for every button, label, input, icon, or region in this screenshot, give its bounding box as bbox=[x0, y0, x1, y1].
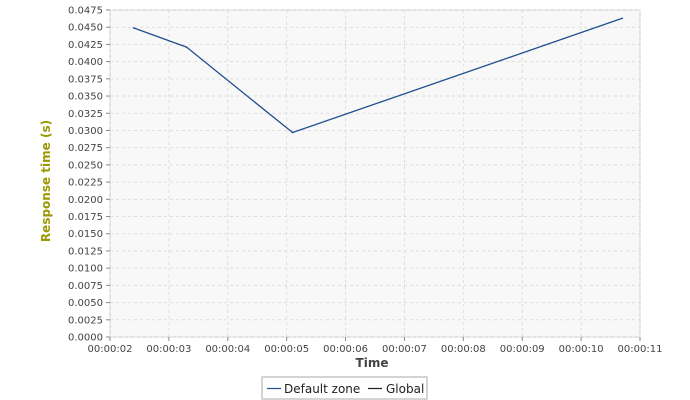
y-tick-label: 0.0250 bbox=[68, 160, 103, 171]
y-tick-label: 0.0100 bbox=[68, 264, 103, 275]
legend-label-default-zone: Default zone bbox=[284, 382, 360, 396]
y-tick-label: 0.0300 bbox=[68, 126, 103, 137]
y-tick-label: 0.0075 bbox=[68, 281, 103, 292]
y-tick-label: 0.0475 bbox=[68, 6, 103, 17]
data-point bbox=[291, 131, 294, 134]
y-tick-label: 0.0200 bbox=[68, 195, 103, 206]
data-point bbox=[185, 46, 188, 48]
y-tick-label: 0.0000 bbox=[68, 333, 103, 344]
x-tick-label: 00:00:10 bbox=[559, 344, 604, 355]
x-tick-label: 00:00:09 bbox=[500, 344, 545, 355]
data-point bbox=[621, 17, 624, 20]
x-tick-label: 00:00:04 bbox=[205, 344, 250, 355]
legend: Default zone Global bbox=[261, 376, 428, 400]
grid-lines bbox=[109, 9, 641, 338]
x-tick-label: 00:00:08 bbox=[441, 344, 486, 355]
legend-box bbox=[261, 376, 428, 400]
x-tick-label: 00:00:06 bbox=[323, 344, 368, 355]
y-tick-label: 0.0400 bbox=[68, 57, 103, 68]
y-tick-label: 0.0050 bbox=[68, 298, 103, 309]
x-tick-label: 00:00:03 bbox=[146, 344, 191, 355]
y-axis-ticks: 0.0000 0.0025 0.0050 0.0075 0.0100 0.0125 0.01… bbox=[68, 6, 110, 344]
plot-area bbox=[109, 9, 641, 338]
y-tick-label: 0.0375 bbox=[68, 74, 103, 85]
x-axis-title: Time bbox=[356, 356, 389, 370]
data-point bbox=[132, 27, 135, 29]
y-tick-label: 0.0275 bbox=[68, 143, 103, 154]
y-tick-label: 0.0450 bbox=[68, 23, 103, 34]
series-line-default-zone bbox=[133, 17, 623, 134]
y-tick-label: 0.0350 bbox=[68, 92, 103, 103]
y-axis-title: Response time (s) bbox=[39, 120, 53, 242]
x-tick-label: 00:00:05 bbox=[264, 344, 309, 355]
y-tick-label: 0.0150 bbox=[68, 229, 103, 240]
y-tick-label: 0.0175 bbox=[68, 212, 103, 223]
x-tick-label: 00:00:11 bbox=[618, 344, 663, 355]
y-tick-label: 0.0225 bbox=[68, 178, 103, 189]
x-tick-label: 00:00:07 bbox=[382, 344, 427, 355]
x-axis-ticks: 00:00:02 00:00:03 00:00:04 00:00:05 00:00:06… bbox=[88, 337, 663, 355]
legend-label-global: Global bbox=[386, 382, 424, 396]
y-tick-label: 0.0425 bbox=[68, 40, 103, 51]
y-tick-label: 0.0125 bbox=[68, 246, 103, 257]
y-tick-label: 0.0025 bbox=[68, 315, 103, 326]
y-tick-label: 0.0325 bbox=[68, 109, 103, 120]
x-tick-label: 00:00:02 bbox=[88, 344, 133, 355]
series-lines bbox=[132, 17, 624, 134]
